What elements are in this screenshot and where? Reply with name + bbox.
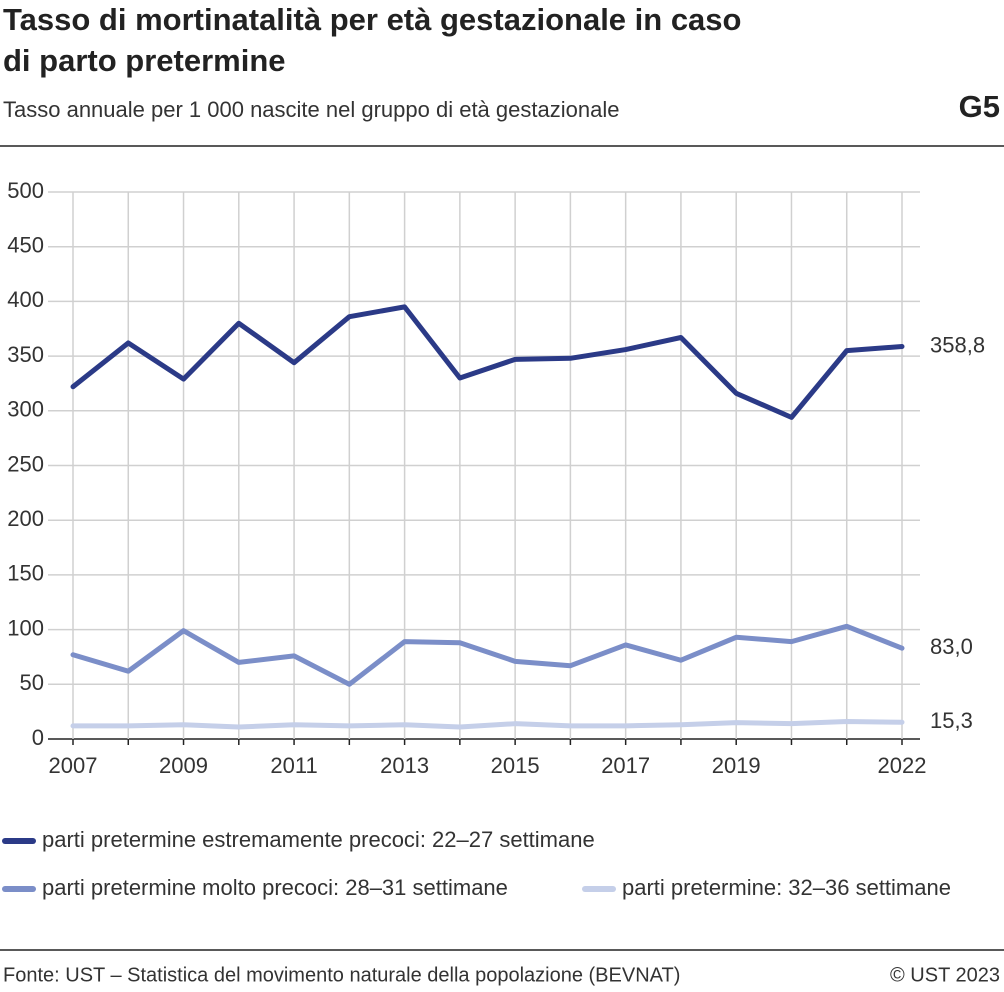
chart-subtitle: Tasso annuale per 1 000 nascite nel grup… xyxy=(3,97,619,122)
x-tick-label: 2013 xyxy=(380,753,429,778)
y-tick-label: 350 xyxy=(7,342,44,367)
value-label: 83,0 xyxy=(930,634,973,659)
legend-label: parti pretermine: 32–36 settimane xyxy=(622,875,951,900)
x-tick-label: 2011 xyxy=(270,753,317,778)
value-label: 358,8 xyxy=(930,332,985,357)
series-line xyxy=(70,718,905,730)
x-tick-label: 2015 xyxy=(491,753,540,778)
legend-label: parti pretermine estremamente precoci: 2… xyxy=(42,827,595,852)
y-tick-label: 500 xyxy=(7,178,44,203)
source: Fonte: UST – Statistica del movimento na… xyxy=(3,964,680,986)
chart-title: Tasso di mortinatalità per età gestazion… xyxy=(3,2,741,37)
y-tick-label: 150 xyxy=(7,561,44,586)
x-tick-label: 2007 xyxy=(49,753,98,778)
y-tick-label: 250 xyxy=(7,451,44,476)
value-label: 15,3 xyxy=(930,708,973,733)
y-tick-label: 200 xyxy=(7,506,44,531)
x-tick-label: 2009 xyxy=(159,753,208,778)
y-tick-label: 450 xyxy=(7,233,44,258)
y-tick-label: 100 xyxy=(7,615,44,640)
chart-label: G5 xyxy=(959,89,1000,124)
series-line xyxy=(70,304,905,420)
x-tick-label: 2017 xyxy=(601,753,650,778)
x-tick-label: 2019 xyxy=(712,753,761,778)
x-tick-label: 2022 xyxy=(878,753,927,778)
legend-label: parti pretermine molto precoci: 28–31 se… xyxy=(42,875,508,900)
copyright: © UST 2023 xyxy=(890,964,1000,986)
series-line xyxy=(70,623,905,687)
y-tick-label: 0 xyxy=(32,725,44,750)
y-tick-label: 300 xyxy=(7,397,44,422)
y-tick-label: 50 xyxy=(20,670,44,695)
chart-title: di parto pretermine xyxy=(3,43,286,78)
y-tick-label: 400 xyxy=(7,287,44,312)
